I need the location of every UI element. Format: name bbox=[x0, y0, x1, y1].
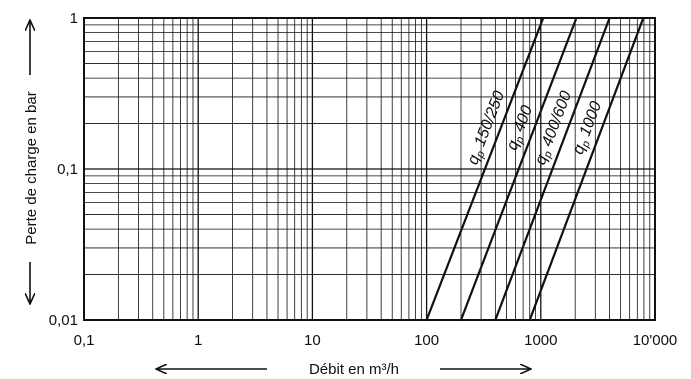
series-line-3 bbox=[494, 17, 611, 321]
series-label-1: qp 150/250 bbox=[464, 89, 510, 168]
y-tick-label: 0,01 bbox=[49, 312, 78, 329]
x-tick-label: 1000 bbox=[524, 332, 557, 349]
x-tick-label: 10 bbox=[304, 332, 321, 349]
curves bbox=[425, 17, 645, 321]
x-tick-label: 1 bbox=[194, 332, 202, 349]
x-axis-title-group: Débit en m³/h bbox=[156, 361, 531, 378]
y-tick-label: 1 bbox=[70, 10, 78, 27]
grid bbox=[84, 18, 655, 320]
series-line-4 bbox=[528, 17, 645, 321]
tick-labels: 0,1 1 10 100 1000 10'000 0,01 0,1 1 bbox=[49, 10, 677, 349]
x-tick-label: 10'000 bbox=[633, 332, 678, 349]
x-tick-label: 0,1 bbox=[74, 332, 95, 349]
series-line-2 bbox=[459, 17, 578, 321]
x-axis-title: Débit en m³/h bbox=[309, 361, 399, 378]
y-axis-title: Perte de charge en bar bbox=[23, 91, 40, 244]
series-label-2: qp 400 bbox=[504, 103, 538, 153]
y-tick-label: 0,1 bbox=[57, 161, 78, 178]
series-line-1 bbox=[425, 17, 545, 321]
y-axis-title-group: Perte de charge en bar bbox=[23, 20, 40, 304]
series-label-3: qp 400/600 bbox=[532, 89, 577, 168]
plot-frame bbox=[83, 17, 656, 321]
x-tick-label: 100 bbox=[414, 332, 439, 349]
